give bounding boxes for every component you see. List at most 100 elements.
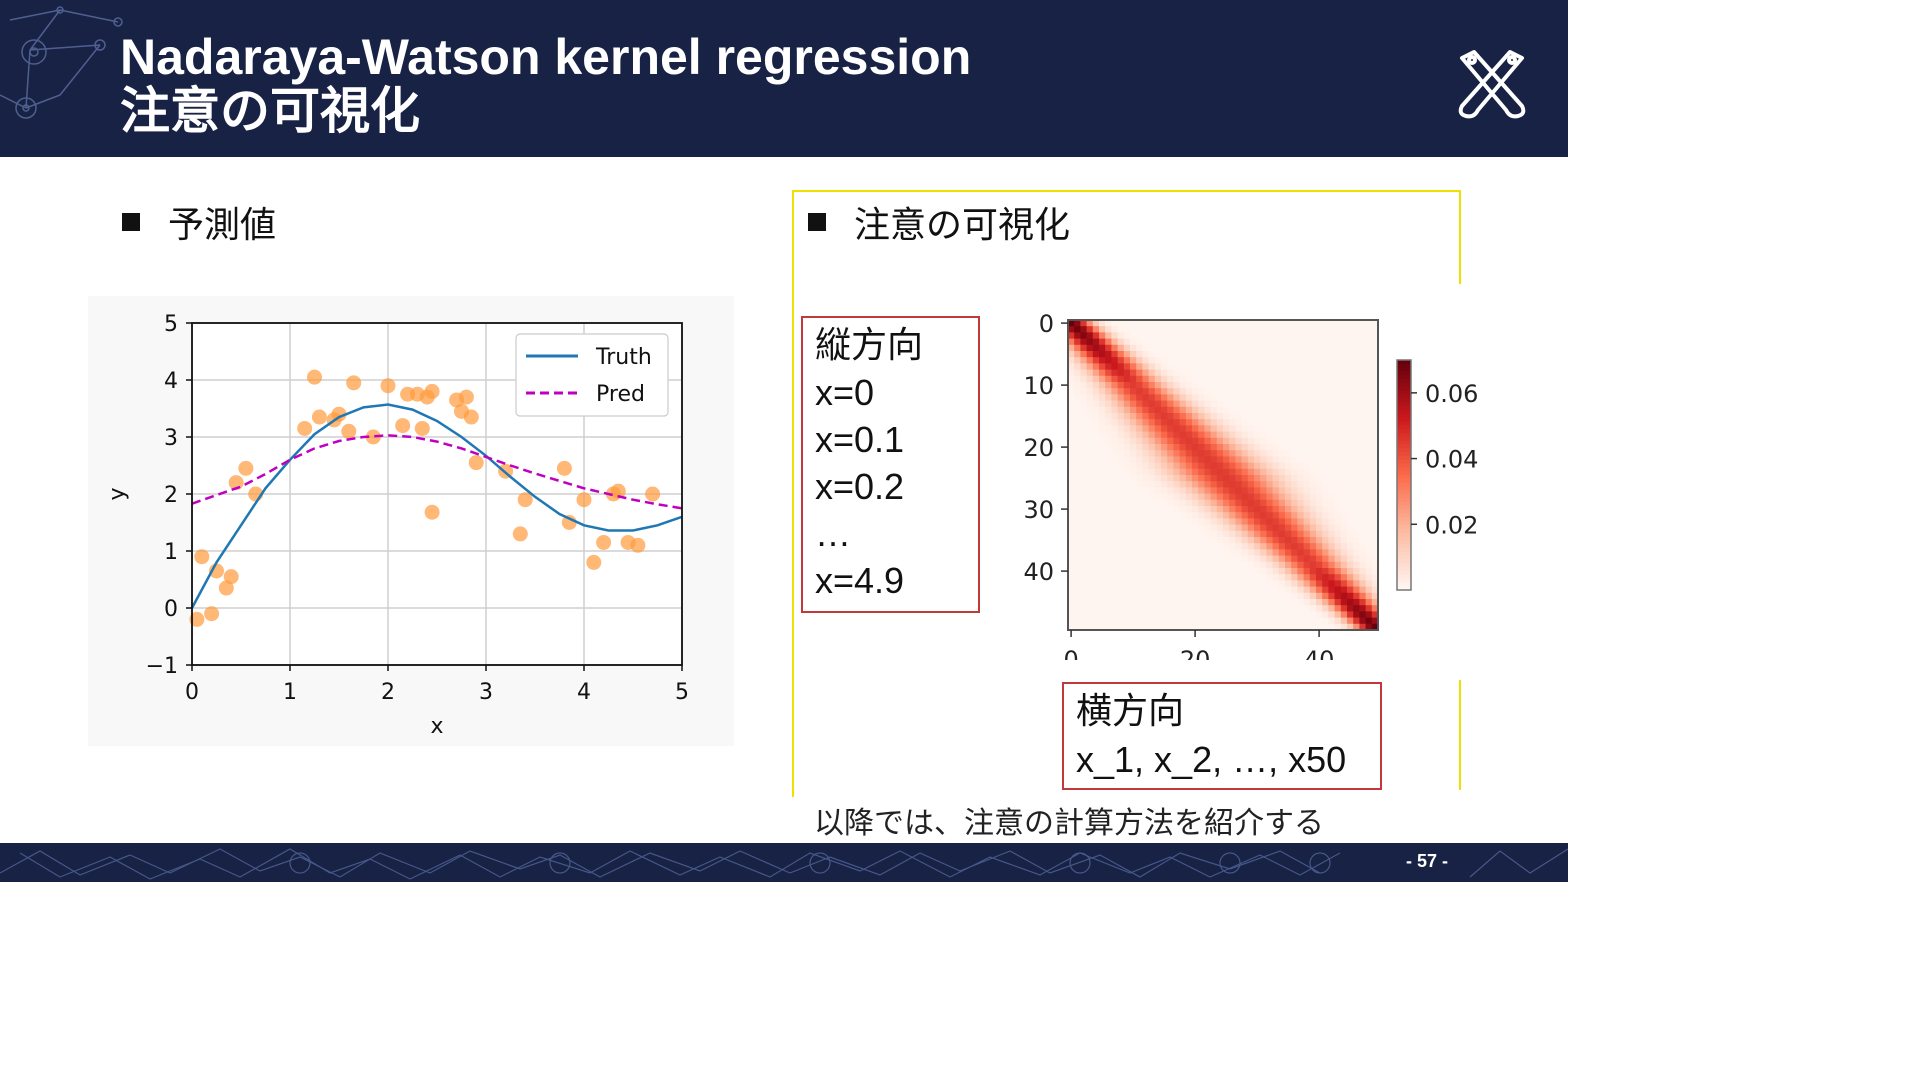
heatmap-cell — [1068, 574, 1075, 581]
heatmap-cell — [1123, 413, 1131, 420]
heatmap-cell — [1266, 450, 1273, 457]
heatmap-cell — [1099, 524, 1106, 532]
heatmap-cell — [1179, 487, 1187, 494]
heatmap-cell — [1216, 456, 1224, 463]
heatmap-cell — [1117, 431, 1125, 439]
heatmap-cell — [1173, 375, 1180, 383]
heatmap-cell — [1111, 493, 1118, 501]
heatmap-cell — [1229, 568, 1236, 575]
heatmap-cell — [1260, 530, 1267, 538]
heatmap-cell — [1210, 493, 1218, 501]
heatmap-cell — [1179, 580, 1187, 587]
heatmap-cell — [1210, 592, 1218, 600]
heatmap-cell — [1185, 487, 1193, 494]
heatmap-cell — [1123, 332, 1131, 339]
heatmap-cell — [1229, 394, 1236, 401]
heatmap-cell — [1365, 543, 1373, 550]
heatmap-cell — [1254, 580, 1261, 587]
heatmap-cell — [1359, 413, 1366, 420]
heatmap-cell — [1254, 568, 1261, 575]
heatmap-cell — [1092, 338, 1100, 346]
heatmap-cell — [1092, 344, 1100, 352]
heatmap-cell — [1359, 456, 1366, 463]
heatmap-cell — [1111, 431, 1118, 439]
heatmap-cell — [1111, 388, 1118, 395]
heatmap-cell — [1278, 506, 1286, 513]
heatmap-cell — [1173, 382, 1180, 389]
heatmap-cell — [1204, 394, 1211, 401]
heatmap-cell — [1340, 499, 1348, 507]
heatmap-cell — [1285, 450, 1292, 457]
colorbar-step — [1397, 406, 1411, 411]
heatmap-cell — [1111, 425, 1118, 432]
heatmap-cell — [1179, 413, 1187, 420]
heatmap-cell — [1080, 530, 1087, 538]
heatmap-cell — [1353, 592, 1360, 600]
heatmap-cell — [1117, 437, 1125, 445]
heatmap-cell — [1136, 332, 1143, 339]
heatmap-cell — [1316, 450, 1323, 457]
heatmap-cell — [1068, 549, 1075, 556]
heatmap-cell — [1260, 344, 1267, 352]
heatmap-cell — [1365, 512, 1373, 519]
heatmap-cell — [1105, 450, 1112, 457]
heatmap-cell — [1210, 499, 1218, 507]
heatmap-cell — [1247, 394, 1255, 401]
heatmap-cell — [1173, 586, 1180, 594]
heatmap-cell — [1123, 524, 1131, 532]
heatmap-cell — [1210, 413, 1218, 420]
heatmap-cell — [1111, 450, 1118, 457]
heatmap-cell — [1148, 524, 1156, 532]
heatmap-cell — [1309, 518, 1317, 525]
heatmap-cell — [1278, 388, 1286, 395]
heatmap-cell — [1192, 437, 1199, 445]
heatmap-cell — [1154, 400, 1162, 408]
heatmap-cell — [1105, 574, 1112, 581]
heatmap-cell — [1328, 487, 1335, 494]
heatmap-cell — [1080, 487, 1087, 494]
heatmap-cell — [1068, 406, 1075, 414]
heatmap-cell — [1136, 444, 1143, 451]
heatmap-cell — [1123, 394, 1131, 401]
heatmap-cell — [1291, 437, 1298, 445]
slide-footer: - 57 - — [0, 843, 1568, 882]
attention-frame-edge — [1459, 190, 1461, 284]
heatmap-cell — [1254, 326, 1261, 333]
heatmap-cell — [1359, 450, 1366, 457]
heatmap-cell — [1278, 444, 1286, 451]
heatmap-cell — [1229, 605, 1236, 612]
network-decoration — [0, 848, 1568, 880]
heatmap-cell — [1223, 586, 1230, 594]
heatmap-cell — [1204, 512, 1211, 519]
heatmap-cell — [1161, 475, 1168, 482]
heatmap-cell — [1254, 437, 1261, 445]
heatmap-cell — [1272, 437, 1280, 445]
heatmap-cell — [1347, 506, 1354, 513]
heatmap-cell — [1173, 568, 1180, 575]
heatmap-cell — [1309, 326, 1317, 333]
heatmap-cell — [1316, 580, 1323, 587]
heatmap-cell — [1216, 530, 1224, 538]
heatmap-cell — [1111, 530, 1118, 538]
heatmap-cell — [1142, 623, 1149, 631]
heatmap-cell — [1074, 382, 1081, 389]
heatmap-cell — [1334, 512, 1342, 519]
heatmap-cell — [1123, 326, 1131, 333]
heatmap-cell — [1099, 605, 1106, 612]
heatmap-cell — [1117, 487, 1125, 494]
heatmap-cell — [1266, 394, 1273, 401]
heatmap-cell — [1235, 599, 1242, 606]
heatmap-cell — [1328, 493, 1335, 501]
heatmap-cell — [1154, 568, 1162, 575]
heatmap-cell — [1173, 468, 1180, 476]
heatmap-cell — [1241, 419, 1249, 426]
heatmap-cell — [1148, 481, 1156, 488]
heatmap-cell — [1303, 326, 1311, 333]
heatmap-cell — [1316, 568, 1323, 575]
heatmap-cell — [1347, 605, 1354, 612]
heatmap-cell — [1136, 400, 1143, 408]
heatmap-cell — [1173, 413, 1180, 420]
heatmap-cell — [1080, 586, 1087, 594]
heatmap-cell — [1297, 592, 1304, 600]
heatmap-cell — [1365, 344, 1373, 352]
